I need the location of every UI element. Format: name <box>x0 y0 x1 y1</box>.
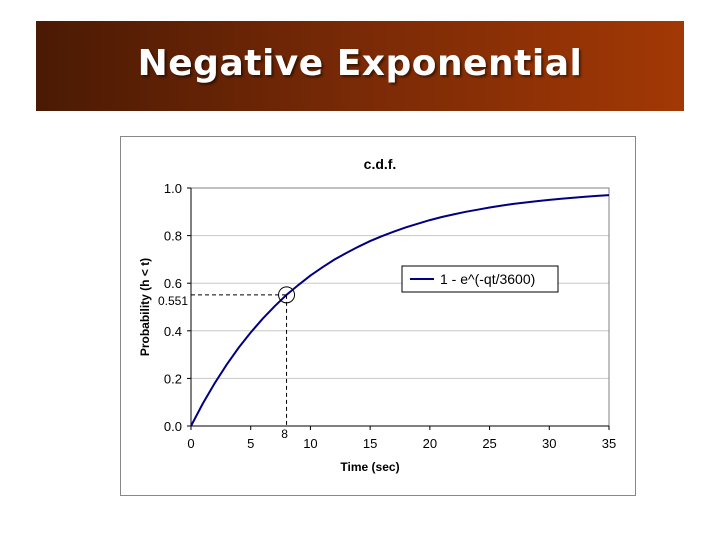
series-line <box>190 194 610 427</box>
chart-frame: 0.0 0.2 0.4 0.6 0.8 1.0 0 5 10 15 20 25 30 35 c.d.f. Ti… <box>120 136 636 496</box>
annotation-x-label: 8 <box>281 427 288 441</box>
y-tick-label: 1.0 <box>164 181 182 196</box>
y-tick-label: 0.4 <box>164 324 182 339</box>
y-tick-label: 0.6 <box>164 276 182 291</box>
chart-title: c.d.f. <box>364 156 397 172</box>
y-tick-label: 0.8 <box>164 229 182 244</box>
y-tick-label: 0.2 <box>164 371 182 386</box>
title-banner: Negative Exponential <box>36 21 684 111</box>
x-tick-label: 35 <box>602 436 616 451</box>
x-tick-label: 0 <box>187 436 194 451</box>
x-axis-label: Time (sec) <box>340 460 399 474</box>
cdf-chart: 0.0 0.2 0.4 0.6 0.8 1.0 0 5 10 15 20 25 30 35 c.d.f. Ti… <box>138 156 616 474</box>
annotation-y-label: 0.551 <box>158 294 188 308</box>
annotation-circle <box>278 286 296 304</box>
legend-label: 1 - e^(-qt/3600) <box>440 271 535 287</box>
y-tick-label: 0.0 <box>164 419 182 434</box>
x-tick-label: 30 <box>542 436 556 451</box>
y-axis-label: Probability (h < t) <box>138 258 152 356</box>
x-tick-label: 20 <box>423 436 437 451</box>
plot-area <box>190 187 610 427</box>
x-tick-label: 15 <box>363 436 377 451</box>
slide-title: Negative Exponential <box>137 43 583 84</box>
x-tick-label: 25 <box>482 436 496 451</box>
x-tick-label: 10 <box>303 436 317 451</box>
x-tick-label: 5 <box>247 436 254 451</box>
